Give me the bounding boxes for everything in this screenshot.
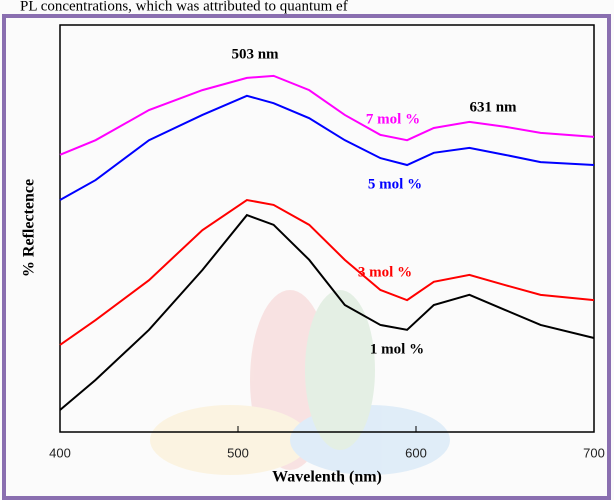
x-tick-label: 500 <box>227 445 249 460</box>
series-label: 5 mol % <box>368 176 422 192</box>
x-tick-label: 600 <box>405 445 427 460</box>
x-axis-label: Wavelenth (nm) <box>272 469 382 486</box>
header-text: PL concentrations, which was attributed … <box>20 0 348 14</box>
watermark-petal <box>305 290 375 450</box>
y-axis-label: % Reflectence <box>21 179 38 277</box>
annotation: 631 nm <box>469 99 517 115</box>
series-label: 1 mol % <box>370 341 424 357</box>
series-label: 3 mol % <box>358 264 412 280</box>
x-tick-label: 700 <box>583 445 605 460</box>
series-label: 7 mol % <box>366 111 420 127</box>
annotation: 503 nm <box>231 46 279 62</box>
page: {"header_text": "PL concentrations, whic… <box>0 0 614 500</box>
watermark-petal <box>150 405 310 475</box>
chart: PL concentrations, which was attributed … <box>0 0 614 500</box>
x-tick-label: 400 <box>49 445 71 460</box>
